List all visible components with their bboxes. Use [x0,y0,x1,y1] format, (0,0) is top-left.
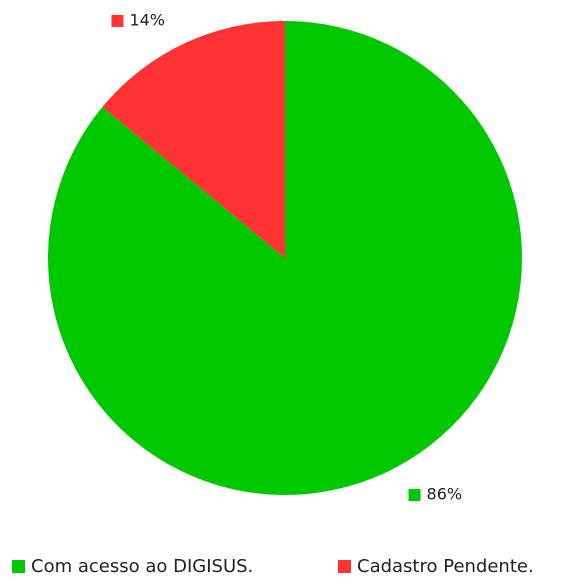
data-label: 14% [129,10,165,29]
legend-label: Cadastro Pendente. [357,556,534,577]
legend-label: Com acesso ao DIGISUS. [31,556,253,577]
pie-slice [102,21,285,258]
data-label-marker [111,14,124,27]
data-label: 86% [427,485,463,504]
legend-marker [12,560,25,573]
data-label-marker [408,489,421,502]
legend-marker [338,560,351,573]
